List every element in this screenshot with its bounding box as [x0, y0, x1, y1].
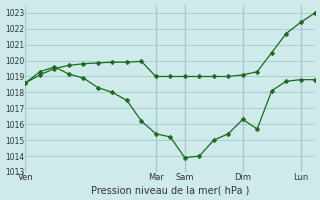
- X-axis label: Pression niveau de la mer( hPa ): Pression niveau de la mer( hPa ): [91, 185, 250, 195]
